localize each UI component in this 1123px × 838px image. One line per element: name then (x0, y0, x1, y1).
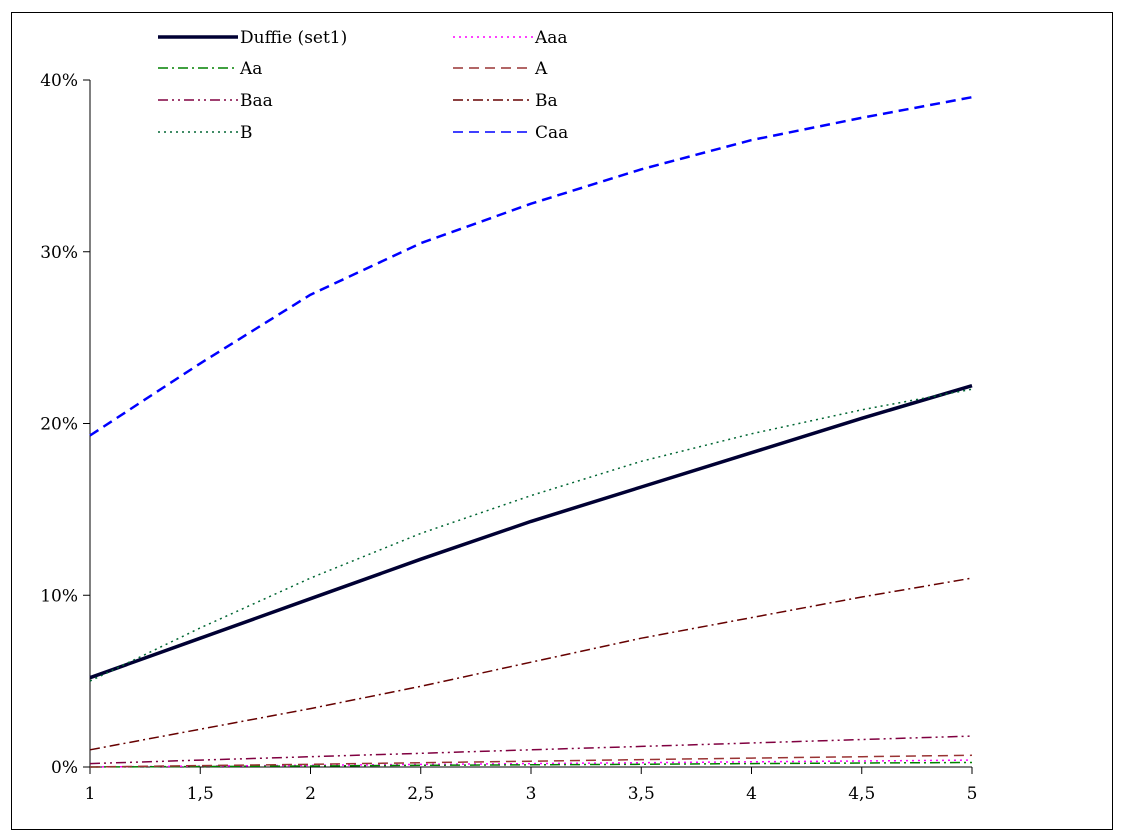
y-tick-label: 40% (40, 71, 78, 91)
series-line-aa (89, 761, 973, 768)
series-line-caa (89, 95, 973, 437)
x-tick-label: 2,5 (407, 784, 434, 804)
legend-label: A (534, 59, 548, 79)
legend-label: Aaa (534, 28, 568, 48)
legend-item: Aa (158, 59, 262, 79)
legend-item: Aaa (453, 28, 568, 48)
x-tick-label: 2 (305, 784, 316, 804)
y-tick-label: 30% (40, 243, 78, 263)
series-line-ba (89, 577, 973, 751)
legend-item: Duffie (set1) (158, 28, 347, 48)
legend-label: Baa (240, 91, 273, 111)
x-tick-label: 4 (746, 784, 757, 804)
legend-item: B (158, 123, 253, 143)
series-line-a (89, 754, 973, 768)
x-tick-label: 5 (967, 784, 978, 804)
legend: Duffie (set1) Aaa Aa A Baa Ba B Caa (158, 28, 568, 143)
chart-frame (11, 12, 1113, 830)
x-tick-label: 1,5 (187, 784, 214, 804)
legend-label: Caa (535, 123, 568, 143)
plot-lines (89, 95, 973, 768)
series-line-duffie-set1 (89, 384, 973, 680)
legend-label: B (240, 123, 253, 143)
y-tick-label: 0% (51, 758, 78, 778)
x-tick-label: 3 (526, 784, 537, 804)
series-line-baa (89, 735, 973, 765)
legend-item: Caa (453, 123, 568, 143)
y-tick-label: 20% (40, 415, 78, 435)
legend-item: Ba (453, 91, 558, 111)
legend-item: Baa (158, 91, 273, 111)
axes: 0% 10% 20% 30% 40% 1 1,5 2 2,5 3 3,5 4 4,5 5 (40, 71, 977, 804)
x-tick-label: 3,5 (628, 784, 655, 804)
y-tick-label: 10% (40, 586, 78, 606)
legend-item: A (453, 59, 548, 79)
legend-label: Ba (535, 91, 558, 111)
legend-label: Aa (239, 59, 262, 79)
x-tick-label: 4,5 (848, 784, 875, 804)
series-line-b (89, 388, 973, 682)
legend-label: Duffie (set1) (240, 28, 347, 48)
x-tick-label: 1 (85, 784, 96, 804)
